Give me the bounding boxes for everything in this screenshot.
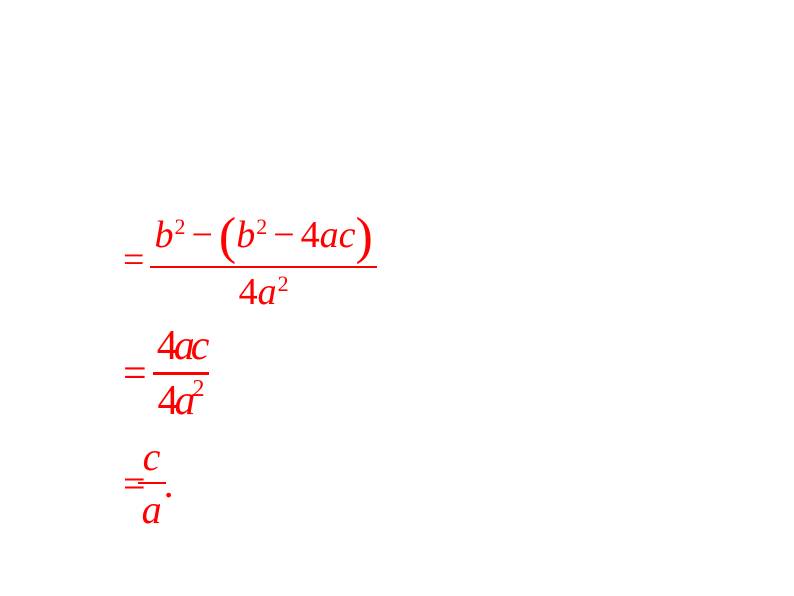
var-a: a bbox=[142, 486, 162, 533]
numerator-1: b2 − (b2 − 4ac) bbox=[150, 205, 376, 266]
denominator-1: 4a2 bbox=[235, 268, 293, 314]
left-paren: ( bbox=[219, 207, 236, 266]
numerator-3: c bbox=[139, 433, 165, 482]
minus-operator: − bbox=[191, 213, 212, 257]
superscript-2: 2 bbox=[174, 214, 185, 240]
var-c: c bbox=[339, 213, 356, 257]
fraction-3: c a bbox=[138, 433, 166, 533]
right-paren: ) bbox=[356, 207, 373, 266]
var-a: a bbox=[320, 213, 339, 257]
minus-operator: − bbox=[273, 213, 294, 257]
numerator-2: 4ac bbox=[153, 322, 210, 372]
var-b: b bbox=[236, 213, 255, 257]
superscript-2: 2 bbox=[256, 214, 267, 240]
number-4: 4 bbox=[301, 213, 320, 257]
denominator-3: a bbox=[138, 484, 166, 533]
equals-sign: = bbox=[123, 238, 144, 282]
number-4: 4 bbox=[157, 322, 174, 370]
equals-sign: = bbox=[123, 350, 147, 398]
var-b: b bbox=[154, 213, 173, 257]
var-c: c bbox=[143, 433, 161, 480]
var-c: c bbox=[191, 322, 206, 370]
superscript-2: 2 bbox=[193, 376, 205, 403]
var-a: a bbox=[258, 270, 277, 314]
var-a: a bbox=[175, 377, 192, 425]
equation-3: = c a . bbox=[123, 433, 377, 533]
fraction-1: b2 − (b2 − 4ac) 4a2 bbox=[150, 205, 376, 314]
superscript-2: 2 bbox=[278, 271, 289, 297]
math-equations: = b2 − (b2 − 4ac) 4a2 = 4ac 4a2 bbox=[123, 205, 377, 541]
equation-2: = 4ac 4a2 bbox=[123, 322, 377, 425]
fraction-2: 4ac 4a2 bbox=[153, 322, 210, 425]
number-4: 4 bbox=[239, 270, 258, 314]
number-4: 4 bbox=[158, 377, 175, 425]
period: . bbox=[164, 460, 174, 507]
denominator-2: 4a2 bbox=[154, 375, 209, 425]
equals-sign: = bbox=[123, 460, 132, 507]
equation-1: = b2 − (b2 − 4ac) 4a2 bbox=[123, 205, 377, 314]
var-a: a bbox=[174, 322, 191, 370]
